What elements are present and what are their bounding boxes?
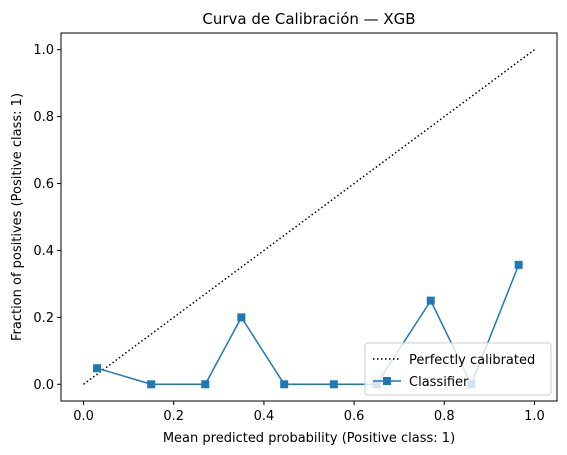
- x-tick-label: 0.2: [163, 409, 184, 424]
- y-tick-label: 0.0: [33, 378, 54, 393]
- axes-frame: [60, 32, 558, 402]
- legend-label-classifier: Classifier: [409, 375, 469, 390]
- data-point: [93, 364, 102, 373]
- legend-marker-classifier: [383, 377, 391, 385]
- series-line-classifier: [96, 264, 520, 387]
- x-tick-label: 0.0: [73, 409, 94, 424]
- x-axis-label: Mean predicted probability (Positive cla…: [163, 431, 455, 446]
- legend-label-perfectly-calibrated: Perfectly calibrated: [409, 353, 535, 368]
- x-axis-ticks: 0.0 0.2 0.4 0.6 0.8 1.0: [73, 401, 545, 424]
- y-tick-label: 0.4: [33, 244, 54, 259]
- legend-box: [364, 342, 552, 396]
- data-point: [280, 380, 289, 389]
- chart-title: Curva de Calibración — XGB: [202, 10, 415, 28]
- y-tick-label: 1.0: [33, 43, 54, 58]
- x-tick-label: 0.6: [344, 409, 365, 424]
- series-layer: [83, 49, 535, 389]
- data-point: [201, 380, 210, 389]
- x-tick-label: 0.8: [434, 409, 455, 424]
- data-point: [329, 380, 338, 389]
- data-point: [426, 296, 435, 305]
- y-tick-label: 0.2: [33, 311, 54, 326]
- y-tick-label: 0.8: [33, 110, 54, 125]
- data-point: [514, 260, 523, 269]
- x-tick-label: 0.4: [254, 409, 275, 424]
- data-point: [147, 380, 156, 389]
- data-point: [237, 313, 246, 322]
- y-axis-label: Fraction of positives (Positive class: 1…: [10, 93, 25, 341]
- y-axis-ticks: 0.0 0.2 0.4 0.6 0.8 1.0: [33, 43, 61, 393]
- y-tick-label: 0.6: [33, 177, 54, 192]
- series-line-perfectly-calibrated: [83, 49, 535, 385]
- legend: Perfectly calibrated Classifier: [364, 342, 552, 396]
- x-tick-label: 1.0: [524, 409, 545, 424]
